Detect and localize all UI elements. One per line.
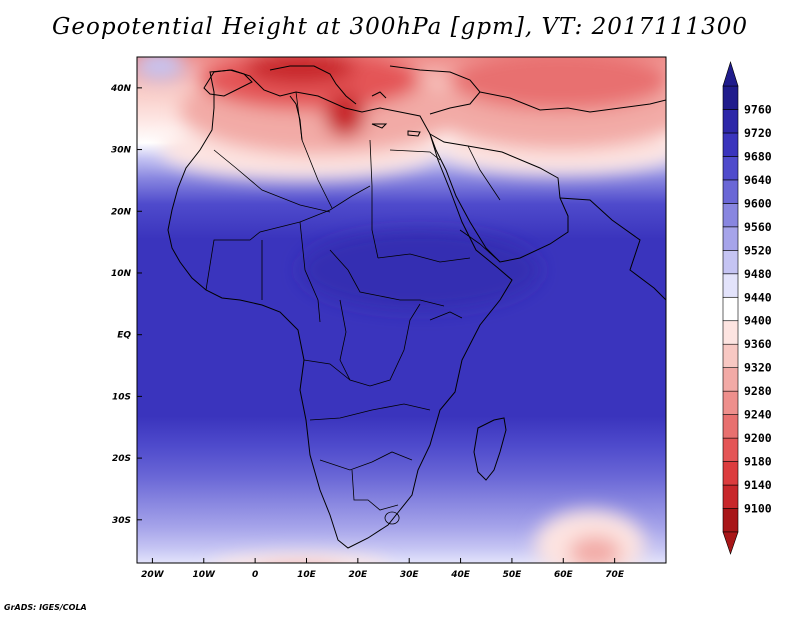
height-field (137, 57, 666, 563)
lat-tick-label: 20S (112, 454, 131, 464)
colorbar-swatch (722, 109, 739, 134)
latitude-axis: 40N 30N 20N 10N EQ 10S 20S 30S (110, 84, 142, 526)
colorbar-label: 9200 (744, 431, 772, 445)
lat-tick-label: 30N (111, 146, 132, 156)
longitude-axis: 20W 10W 0 10E 20E 30E 40E 50E 60E 70E (141, 558, 625, 580)
grads-credit: GrADS: IGES/COLA (4, 603, 87, 612)
colorbar-label: 9360 (744, 337, 772, 351)
colorbar-swatch (722, 461, 739, 486)
colorbar-label: 9280 (744, 384, 772, 398)
lon-tick-label: 10W (193, 570, 217, 580)
lon-tick-label: 30E (400, 570, 420, 580)
lon-tick-label: 60E (554, 570, 574, 580)
colorbar-swatch (722, 179, 739, 204)
lon-tick-label: 20E (349, 570, 369, 580)
lat-tick-label: 10N (111, 269, 132, 279)
colorbar-label: 9640 (744, 173, 772, 187)
colorbar-swatch (722, 437, 739, 462)
colorbar-label: 9180 (744, 455, 772, 469)
colorbar-label: 9440 (744, 290, 772, 304)
colorbar-swatch (722, 156, 739, 181)
country-borders (205, 91, 501, 525)
colorbar-swatch (722, 484, 739, 509)
lat-tick-label: 40N (110, 84, 132, 94)
colorbar-swatch (722, 367, 739, 392)
colorbar-label: 9720 (744, 126, 772, 140)
colorbar-label: 9100 (744, 502, 772, 516)
lon-tick-label: 40E (450, 570, 471, 580)
colorbar-swatch (722, 390, 739, 415)
colorbar-max-arrow (722, 60, 739, 87)
lon-tick-label: 70E (605, 570, 625, 580)
colorbar-label: 9600 (744, 196, 772, 210)
colorbar: 9100 9140 9180 9200 9240 9280 9320 9360 9400 9440… (722, 60, 772, 555)
colorbar-label: 9240 (744, 408, 772, 422)
map-frame (136, 56, 667, 564)
lat-tick-label: 10S (112, 392, 131, 402)
lon-tick-label: 20W (141, 570, 165, 580)
lat-tick-label: 30S (112, 516, 131, 526)
colorbar-swatch (722, 226, 739, 251)
colorbar-min-arrow (722, 531, 739, 555)
colorbar-swatch (722, 343, 739, 368)
lat-tick-label: 20N (111, 207, 132, 217)
colorbar-label: 9760 (744, 102, 772, 116)
colorbar-label: 9320 (744, 361, 772, 375)
colorbar-swatch (722, 132, 739, 157)
colorbar-swatch (722, 203, 739, 228)
colorbar-label: 9140 (744, 478, 772, 492)
colorbar-label: 9480 (744, 267, 772, 281)
lon-tick-label: 0 (252, 570, 258, 580)
colorbar-swatch (722, 508, 739, 533)
map-title: Geopotential Height at 300hPa [gpm], VT:… (52, 14, 748, 40)
colorbar-label: 9680 (744, 149, 772, 163)
colorbar-swatch (722, 250, 739, 275)
colorbar-label: 9400 (744, 314, 772, 328)
colorbar-swatch (722, 85, 739, 110)
lon-tick-label: 50E (503, 570, 523, 580)
lat-tick-label: EQ (117, 331, 131, 341)
colorbar-swatch (722, 320, 739, 345)
colorbar-swatch (722, 414, 739, 439)
colorbar-swatch (722, 273, 739, 298)
coastlines (167, 65, 666, 549)
lon-tick-label: 10E (297, 570, 317, 580)
colorbar-label: 9520 (744, 243, 772, 257)
colorbar-label: 9560 (744, 220, 772, 234)
colorbar-swatch (722, 296, 739, 322)
